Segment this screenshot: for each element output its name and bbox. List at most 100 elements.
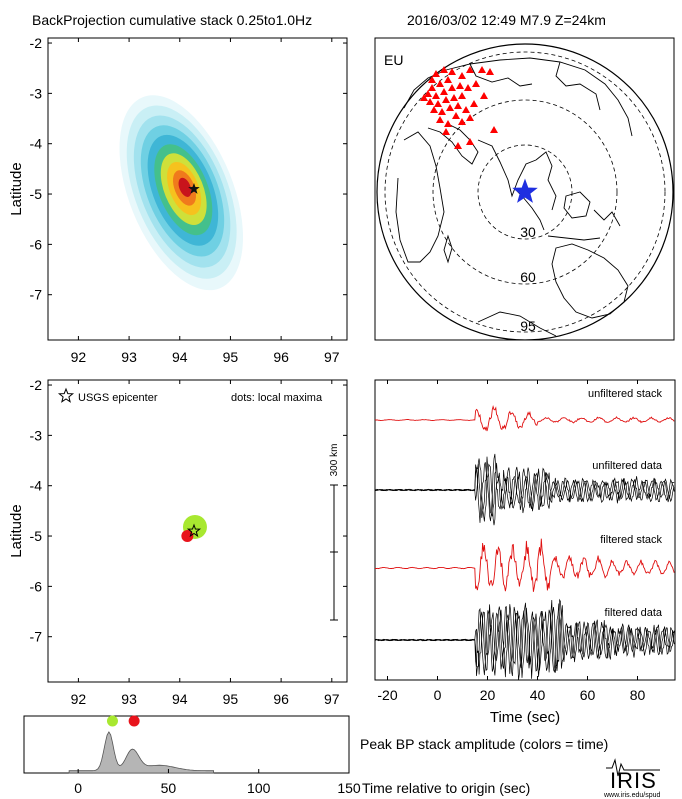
bp-axis-ticks: 92 93 94 95 96 97 -2 -3 -4 -5 -6 -7: [30, 35, 347, 365]
trace-filtered-stack: [375, 538, 675, 592]
bp-stack-panel: 92 93 94 95 96 97 -2 -3 -4 -5 -6 -7 Latitude: [8, 35, 348, 365]
trace-unfiltered-data: [375, 453, 675, 523]
peak-xtick-label: 50: [161, 780, 177, 796]
maxima-ytick-label: -4: [30, 478, 43, 494]
seismogram-xtick-label: 40: [530, 687, 546, 703]
station-triangle-icon: [426, 98, 434, 105]
maxima-ylabel: Latitude: [8, 504, 25, 557]
local-maxima-panel: 92 93 94 95 96 97 -2 -3 -4 -5 -6 -7 Latitude USGS e…: [8, 377, 348, 707]
chart-title: BackProjection cumulative stack 0.25to1.…: [32, 12, 312, 28]
station-triangle-icon: [486, 68, 494, 75]
peak-title: Peak BP stack amplitude (colors = time): [360, 736, 608, 752]
station-triangle-icon: [456, 82, 464, 89]
scale-bar-label: 300 km: [329, 444, 340, 477]
bp-xtick-label: 96: [273, 349, 289, 365]
maxima-epicenter-star-icon: [186, 523, 202, 538]
coastlines: [395, 57, 633, 337]
iris-logo: IRIS www.iris.edu/spud: [603, 758, 661, 799]
peak-dots: [106, 715, 140, 727]
station-triangle-icon: [448, 84, 456, 91]
bp-epicenter-star-icon: [188, 183, 200, 194]
station-triangle-icon: [424, 90, 432, 97]
station-triangle-icon: [466, 66, 474, 73]
scale-bar: [330, 484, 338, 621]
peak-xtick-label: 100: [247, 780, 271, 796]
peak-dot: [106, 715, 118, 727]
peak-axis-ticks: 0 50 100 150: [74, 769, 361, 796]
station-triangle-icon: [452, 112, 460, 119]
station-triangle-icon: [450, 94, 458, 101]
seismogram-axis-ticks: -20 0 20 40 60 80: [377, 380, 645, 703]
bp-ylabel: Latitude: [8, 162, 25, 215]
station-triangle-icon: [444, 120, 452, 127]
bp-xtick-label: 93: [121, 349, 137, 365]
maxima-dot: [181, 530, 194, 543]
bp-ytick-label: -6: [30, 236, 43, 252]
station-triangle-icon: [438, 108, 446, 115]
station-triangle-icon: [466, 114, 474, 121]
bp-xtick-label: 94: [172, 349, 188, 365]
station-triangle-icon: [458, 92, 466, 99]
maxima-xtick-label: 93: [121, 691, 137, 707]
station-triangle-icon: [432, 70, 440, 77]
seismogram-xtick-label: 0: [434, 687, 442, 703]
station-triangles: [420, 66, 498, 149]
bp-ytick-label: -5: [30, 186, 43, 202]
station-triangle-icon: [458, 72, 466, 79]
station-triangle-icon: [472, 80, 480, 87]
station-triangle-icon: [430, 106, 438, 113]
bp-xtick-label: 97: [324, 349, 340, 365]
trace-filtered-data: [375, 603, 675, 680]
bp-ytick-label: -7: [30, 287, 43, 303]
seismogram-xtick-label: -20: [377, 687, 397, 703]
station-map-label: EU: [384, 52, 403, 68]
ring-label-30: 30: [520, 224, 536, 240]
maxima-xtick-label: 94: [172, 691, 188, 707]
bp-ytick-label: -3: [30, 85, 43, 101]
distance-ring-60: [432, 99, 618, 285]
peak-dot: [128, 715, 140, 727]
seismogram-xlabel: Time (sec): [490, 709, 560, 726]
seismogram-xtick-label: 20: [480, 687, 496, 703]
station-triangle-icon: [436, 116, 444, 123]
station-triangle-icon: [448, 68, 456, 75]
distance-ring-95: [384, 51, 666, 333]
trace-label-filtered-data: filtered data: [605, 607, 663, 619]
station-triangle-icon: [478, 66, 486, 73]
station-triangle-icon: [442, 128, 450, 135]
station-triangle-icon: [470, 100, 478, 107]
station-triangle-icon: [454, 142, 462, 149]
maxima-ytick-label: -6: [30, 578, 43, 594]
bp-heat-blobs: [119, 95, 244, 291]
peak-xtick-label: 150: [337, 780, 361, 796]
station-triangle-icon: [446, 104, 454, 111]
map-outer-boundary: [376, 43, 674, 340]
peak-amplitude-panel: 0 50 100 150 Peak BP stack amplitude (color…: [23, 715, 608, 796]
bp-xtick-label: 95: [223, 349, 239, 365]
maxima-xtick-label: 96: [273, 691, 289, 707]
maxima-ytick-label: -7: [30, 629, 43, 645]
station-triangle-icon: [440, 66, 448, 73]
maxima-xtick-label: 97: [324, 691, 340, 707]
bp-xtick-label: 92: [71, 349, 87, 365]
ring-label-95: 95: [520, 318, 536, 334]
peak-amplitude-frame: [23, 715, 350, 774]
bp-epicenter-star-icon: [188, 183, 200, 194]
station-triangle-icon: [464, 84, 472, 91]
seismogram-xtick-label: 80: [630, 687, 646, 703]
seismogram-traces: [375, 404, 675, 680]
bp-ytick-label: -4: [30, 136, 43, 152]
maxima-axis-ticks: 92 93 94 95 96 97 -2 -3 -4 -5 -6 -7: [30, 377, 347, 707]
trace-unfiltered-stack: [375, 404, 675, 432]
station-map-panel: EU 30 60 95: [374, 37, 675, 341]
seismogram-panel: unfiltered stack unfiltered data filtere…: [374, 379, 676, 726]
trace-label-unfiltered-stack: unfiltered stack: [588, 388, 662, 400]
legend-dots-label: dots: local maxima: [231, 392, 323, 404]
logo-wave-icon: [606, 758, 660, 777]
seismogram-xtick-label: 60: [580, 687, 596, 703]
trace-label-unfiltered-data: unfiltered data: [592, 460, 663, 472]
station-triangle-icon: [490, 126, 498, 133]
logo-url: www.iris.edu/spud: [603, 792, 661, 799]
station-triangle-icon: [442, 96, 450, 103]
